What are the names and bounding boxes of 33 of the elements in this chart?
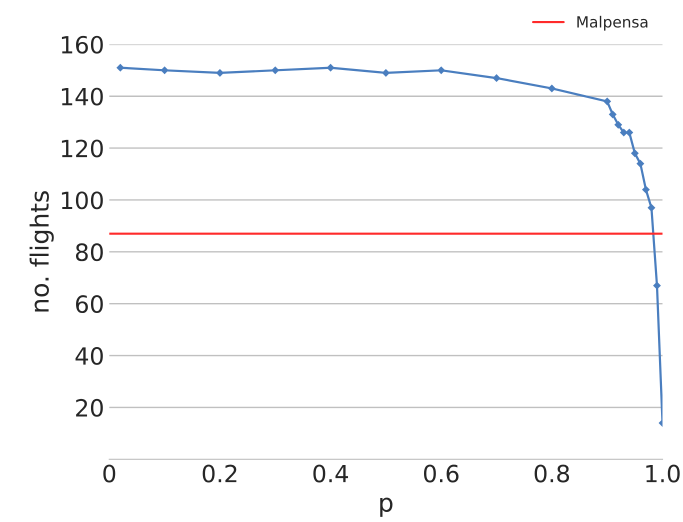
point xyxy=(642,186,650,194)
point xyxy=(630,149,639,158)
point xyxy=(382,68,390,77)
x-tick-label: 1.0 xyxy=(646,464,680,482)
point xyxy=(636,160,644,168)
point xyxy=(326,64,334,72)
point xyxy=(608,110,617,118)
point xyxy=(548,84,556,92)
point xyxy=(437,66,446,74)
y-tick-label: 100 xyxy=(62,191,103,210)
x-axis-title: p xyxy=(380,498,392,517)
point xyxy=(603,98,612,106)
y-tick-label: 60 xyxy=(76,295,103,314)
y-tick-label: 80 xyxy=(76,243,103,262)
point xyxy=(614,120,622,129)
y-tick-label: 160 xyxy=(62,36,103,54)
point xyxy=(116,64,124,72)
point xyxy=(492,74,500,82)
point xyxy=(216,68,224,77)
point xyxy=(160,66,169,74)
y-tick-label: 120 xyxy=(62,140,103,158)
y-tick-label: 140 xyxy=(62,88,103,106)
point xyxy=(271,66,280,74)
y-tick-label: 40 xyxy=(76,347,103,365)
y-axis-title: no. flights xyxy=(30,191,54,312)
x-tick-label: 0.8 xyxy=(534,464,570,482)
legend-label: Malpensa xyxy=(577,16,648,31)
y-tick-label: 20 xyxy=(76,398,103,417)
point xyxy=(648,204,656,212)
x-tick-label: 0 xyxy=(103,464,116,482)
x-tick-label: 0.6 xyxy=(424,464,459,482)
x-tick-label: 0.4 xyxy=(313,464,348,482)
x-tick-label: 0.2 xyxy=(202,464,236,482)
